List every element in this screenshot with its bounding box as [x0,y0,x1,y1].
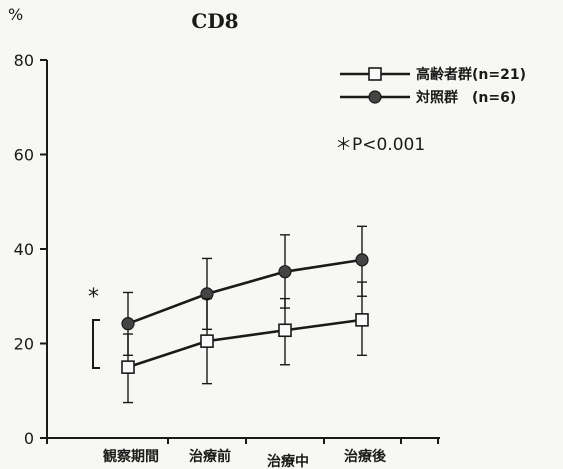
data-point [356,254,368,266]
legend-marker [369,91,381,103]
legend: 高齢者群(n=21) 対照群 (n=6) [340,66,526,106]
legend-label: 高齢者群(n=21) [416,66,526,83]
legend-label: 対照群 (n=6) [415,89,516,106]
legend-item: 対照群 (n=6) [340,89,516,106]
data-point [201,335,213,347]
legend-marker [369,68,381,80]
x-tick-label: 治療中 [267,453,309,469]
y-tick-label: 40 [14,240,34,259]
data-point [279,266,291,278]
x-ticks: 観察期間 治療前 治療中 治療後 [47,438,438,469]
bracket-line [93,320,100,368]
data-point [122,318,134,330]
legend-item: 高齢者群(n=21) [340,66,526,83]
data-point [279,324,291,336]
series-group [122,226,368,402]
y-axis-label: % [8,5,23,24]
series-elderly [122,282,368,402]
y-tick-label: 80 [14,51,34,70]
data-point [122,361,134,373]
y-ticks: 0 20 40 60 80 [14,51,47,448]
significance-mark: * [88,285,99,310]
significance-bracket: * [88,285,100,368]
series-line [128,260,362,324]
y-tick-label: 20 [14,335,34,354]
y-tick-label: 60 [14,146,34,165]
x-tick-label: 治療後 [344,448,387,465]
series-line [128,320,362,367]
x-tick-label: 観察期間 [103,448,159,465]
y-tick-label: 0 [24,429,34,448]
chart-title: CD8 [191,9,238,33]
p-value-note: ＊P<0.001 [335,135,425,155]
data-point [356,314,368,326]
x-tick-label: 治療前 [189,448,231,465]
